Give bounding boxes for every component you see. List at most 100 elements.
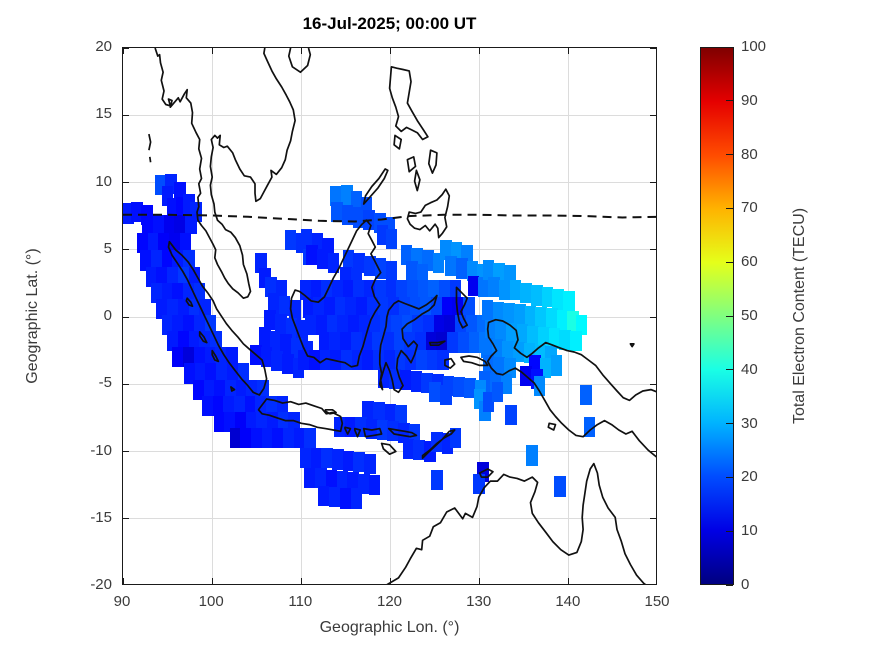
y-tick-label: -20 <box>90 576 112 593</box>
tec-patch <box>410 371 423 392</box>
tec-patch <box>504 265 516 286</box>
coastline-flores <box>387 427 418 438</box>
tec-patch <box>282 353 294 375</box>
tec-patch <box>426 349 439 371</box>
tec-patch <box>226 363 239 384</box>
axis-tick <box>300 48 302 54</box>
tec-patch <box>313 297 325 318</box>
tec-patch <box>298 349 310 371</box>
tec-patch <box>269 331 282 352</box>
tec-patch <box>556 309 569 330</box>
tec-patch <box>374 212 386 233</box>
tec-patch <box>482 259 495 280</box>
tec-patch <box>179 232 192 254</box>
tec-patch <box>192 379 205 400</box>
tec-patch <box>478 277 490 298</box>
y-tick-label: -10 <box>90 441 112 459</box>
coastline-timor <box>421 429 456 460</box>
tec-patch <box>431 297 443 318</box>
coastline-buru <box>444 357 456 369</box>
tec-patch <box>373 402 385 423</box>
tec-patch <box>264 309 276 330</box>
tec-patch <box>385 228 398 250</box>
tec-patch <box>223 395 235 416</box>
tec-patch <box>376 419 389 441</box>
tec-patch <box>529 355 541 376</box>
tec-patch <box>559 329 572 350</box>
axis-tick <box>650 518 656 520</box>
tec-patch <box>331 202 343 223</box>
coastline-negros <box>413 169 421 192</box>
cb-tick-label: 50 <box>741 307 758 324</box>
tec-patch <box>524 305 537 326</box>
tec-patch <box>450 242 463 263</box>
tec-patch <box>413 440 425 461</box>
tec-patch <box>482 391 495 412</box>
tec-patch <box>340 488 352 509</box>
tec-patch <box>336 471 349 492</box>
x-tick-label: 110 <box>288 593 313 610</box>
tec-patch <box>534 344 547 365</box>
tec-patch <box>429 382 441 403</box>
tec-patch <box>388 297 400 318</box>
tec-patch <box>481 337 493 359</box>
tec-patch <box>168 232 181 254</box>
tec-patch <box>161 250 174 271</box>
cb-tick <box>726 207 733 209</box>
tec-patch <box>350 488 363 509</box>
tec-patch <box>215 347 227 368</box>
coastline-dolak <box>547 422 557 431</box>
coastline-sumbawa <box>362 427 383 438</box>
tec-patch <box>362 349 374 371</box>
tec-patch <box>244 395 257 416</box>
cb-tick-label: 90 <box>741 91 758 109</box>
tec-patch <box>172 250 185 271</box>
tec-patch <box>361 332 374 353</box>
tec-patch <box>393 332 406 353</box>
tec-patch <box>147 232 160 254</box>
tec-patch <box>376 224 389 246</box>
tec-patch <box>500 374 513 395</box>
x-tick-label: 100 <box>198 593 224 610</box>
tec-patch <box>311 232 324 254</box>
tec-patch <box>267 293 280 314</box>
tec-patch <box>288 411 300 432</box>
tec-patch <box>350 267 363 289</box>
map-plot-area <box>122 47 657 585</box>
axis-tick <box>123 48 124 54</box>
tec-patch <box>156 298 169 319</box>
x-tick-label: 140 <box>555 593 581 610</box>
axis-tick <box>300 578 302 584</box>
tec-patch <box>275 313 287 334</box>
tec-patch <box>368 475 381 496</box>
axis-tick <box>123 182 129 183</box>
tec-patch <box>229 427 242 449</box>
tec-patch <box>172 282 185 303</box>
tec-patch <box>224 411 236 432</box>
tec-patch <box>177 331 190 352</box>
cb-tick <box>726 315 733 317</box>
tec-patch <box>570 331 582 352</box>
tec-patch <box>505 323 518 344</box>
tec-patch <box>502 340 514 361</box>
coastline-hainan <box>287 48 312 74</box>
tec-patch <box>161 185 174 207</box>
coastline-australia <box>386 462 647 584</box>
coastline-new-guinea <box>486 318 656 458</box>
tec-patch <box>214 379 226 400</box>
tec-patch <box>357 473 370 494</box>
tec-patch <box>193 347 206 368</box>
cb-tick <box>726 530 733 532</box>
coastline-halmahera <box>455 286 469 329</box>
coastline-siberut <box>198 330 208 344</box>
tec-patch <box>356 297 368 318</box>
tec-patch <box>167 331 179 352</box>
tec-patch <box>216 363 228 384</box>
coastline-sumatra <box>167 240 268 396</box>
tec-patch <box>245 411 258 432</box>
tec-patch <box>355 417 367 438</box>
coastline-mindoro <box>393 134 403 150</box>
tec-patch <box>495 321 507 342</box>
axis-tick <box>650 249 656 251</box>
